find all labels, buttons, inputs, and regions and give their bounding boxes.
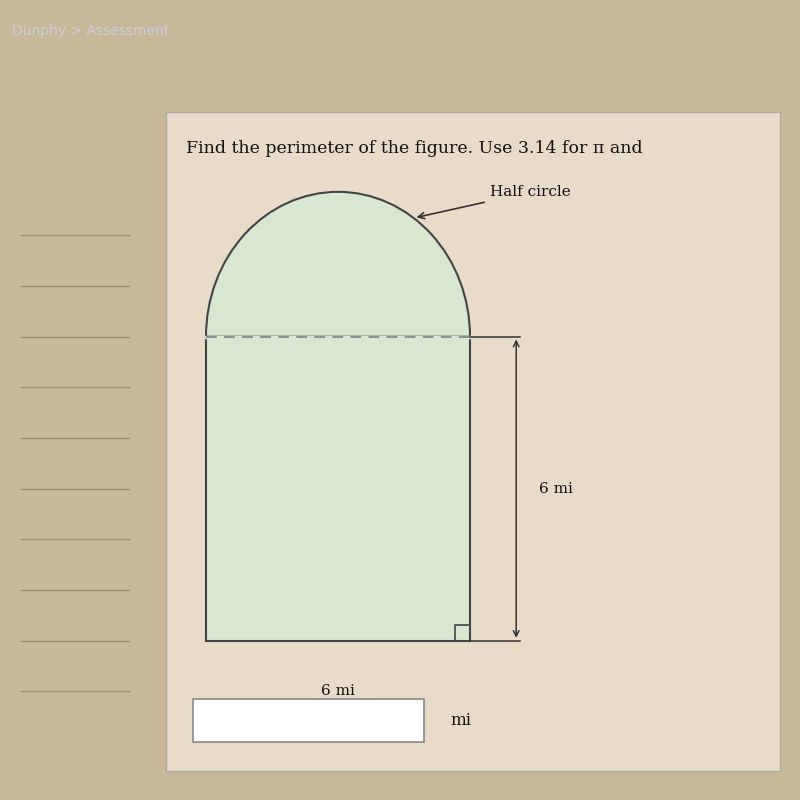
- Bar: [206, 337, 470, 641]
- Wedge shape: [206, 192, 470, 337]
- Text: mi: mi: [450, 712, 471, 729]
- Text: Dunphy > Assessment: Dunphy > Assessment: [12, 24, 170, 38]
- Text: 6 mi: 6 mi: [321, 685, 355, 698]
- Text: Find the perimeter of the figure. Use 3.14 for π and: Find the perimeter of the figure. Use 3.…: [186, 140, 643, 157]
- Bar: [193, 698, 424, 742]
- Text: 6 mi: 6 mi: [539, 482, 573, 496]
- Text: Half circle: Half circle: [418, 185, 570, 218]
